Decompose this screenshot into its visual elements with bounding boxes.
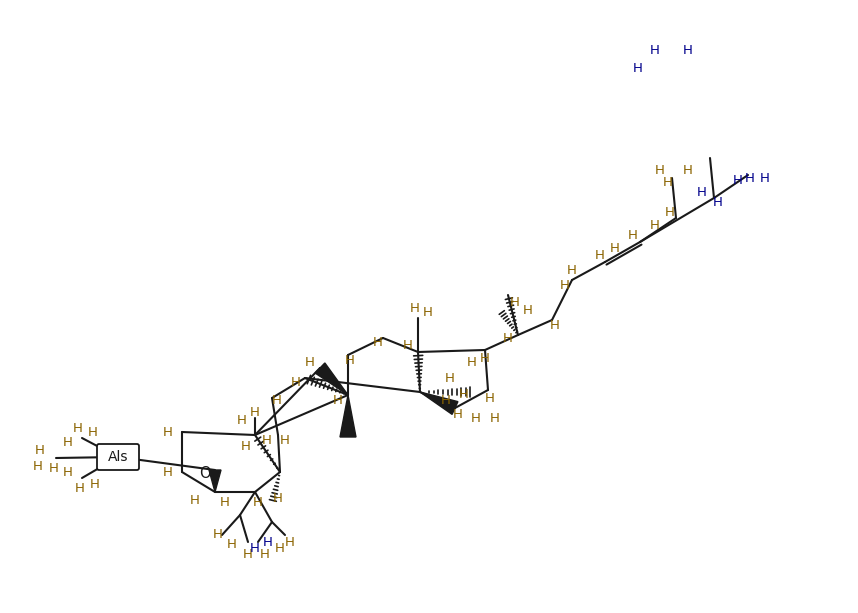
Text: H: H xyxy=(403,338,413,351)
Text: H: H xyxy=(503,332,513,345)
Text: H: H xyxy=(760,172,770,185)
Text: H: H xyxy=(73,422,83,435)
Text: H: H xyxy=(610,242,620,254)
Text: H: H xyxy=(745,172,755,185)
Text: H: H xyxy=(262,433,272,446)
FancyBboxPatch shape xyxy=(97,444,139,470)
Polygon shape xyxy=(420,392,458,414)
Text: H: H xyxy=(471,411,481,424)
Text: H: H xyxy=(35,443,45,457)
Text: H: H xyxy=(490,411,500,424)
Text: H: H xyxy=(241,441,251,454)
Text: H: H xyxy=(441,394,451,406)
Text: H: H xyxy=(63,465,73,479)
Text: H: H xyxy=(90,479,100,492)
Text: H: H xyxy=(560,278,570,292)
Text: H: H xyxy=(550,319,560,332)
Text: H: H xyxy=(567,264,577,276)
Text: H: H xyxy=(665,205,675,218)
Text: H: H xyxy=(410,302,420,314)
Polygon shape xyxy=(315,363,348,395)
Text: H: H xyxy=(485,392,495,405)
Text: H: H xyxy=(510,295,520,308)
Text: H: H xyxy=(305,356,315,368)
Text: H: H xyxy=(697,186,707,199)
Text: H: H xyxy=(75,481,85,495)
Text: H: H xyxy=(63,436,73,449)
Text: H: H xyxy=(459,389,469,402)
Text: H: H xyxy=(523,303,533,316)
Text: H: H xyxy=(250,541,260,555)
Text: H: H xyxy=(243,549,253,562)
Text: H: H xyxy=(163,465,173,479)
Text: H: H xyxy=(683,44,693,56)
Text: H: H xyxy=(33,460,43,473)
Text: H: H xyxy=(273,492,283,504)
Text: H: H xyxy=(260,549,270,562)
Text: H: H xyxy=(628,229,638,242)
Polygon shape xyxy=(340,395,356,437)
Text: H: H xyxy=(453,408,463,422)
Text: H: H xyxy=(373,335,383,349)
Text: H: H xyxy=(445,371,455,384)
Text: H: H xyxy=(213,528,223,541)
Text: H: H xyxy=(650,218,660,232)
Text: H: H xyxy=(227,538,237,552)
Text: H: H xyxy=(220,495,230,509)
Text: H: H xyxy=(190,493,200,506)
Text: H: H xyxy=(480,351,490,365)
Text: H: H xyxy=(291,376,301,389)
Text: H: H xyxy=(683,164,693,177)
Text: H: H xyxy=(280,433,290,446)
Text: H: H xyxy=(237,414,247,427)
Text: H: H xyxy=(333,394,343,406)
Text: H: H xyxy=(467,356,477,368)
Text: H: H xyxy=(713,196,723,208)
Text: H: H xyxy=(163,425,173,438)
Text: H: H xyxy=(272,394,282,406)
Text: H: H xyxy=(633,61,643,75)
Text: H: H xyxy=(655,164,665,177)
Text: H: H xyxy=(275,541,285,555)
Text: H: H xyxy=(595,248,605,262)
Text: H: H xyxy=(250,406,260,419)
Polygon shape xyxy=(209,470,221,492)
Text: H: H xyxy=(650,44,660,56)
Text: H: H xyxy=(253,495,263,509)
Text: H: H xyxy=(663,175,673,189)
Text: H: H xyxy=(49,462,59,474)
Text: H: H xyxy=(345,354,355,367)
Text: H: H xyxy=(423,305,433,319)
Text: H: H xyxy=(733,173,743,186)
Text: O: O xyxy=(199,465,211,481)
Text: H: H xyxy=(88,425,98,438)
Text: H: H xyxy=(285,536,295,549)
Text: Als: Als xyxy=(108,450,128,464)
Text: H: H xyxy=(263,536,273,549)
